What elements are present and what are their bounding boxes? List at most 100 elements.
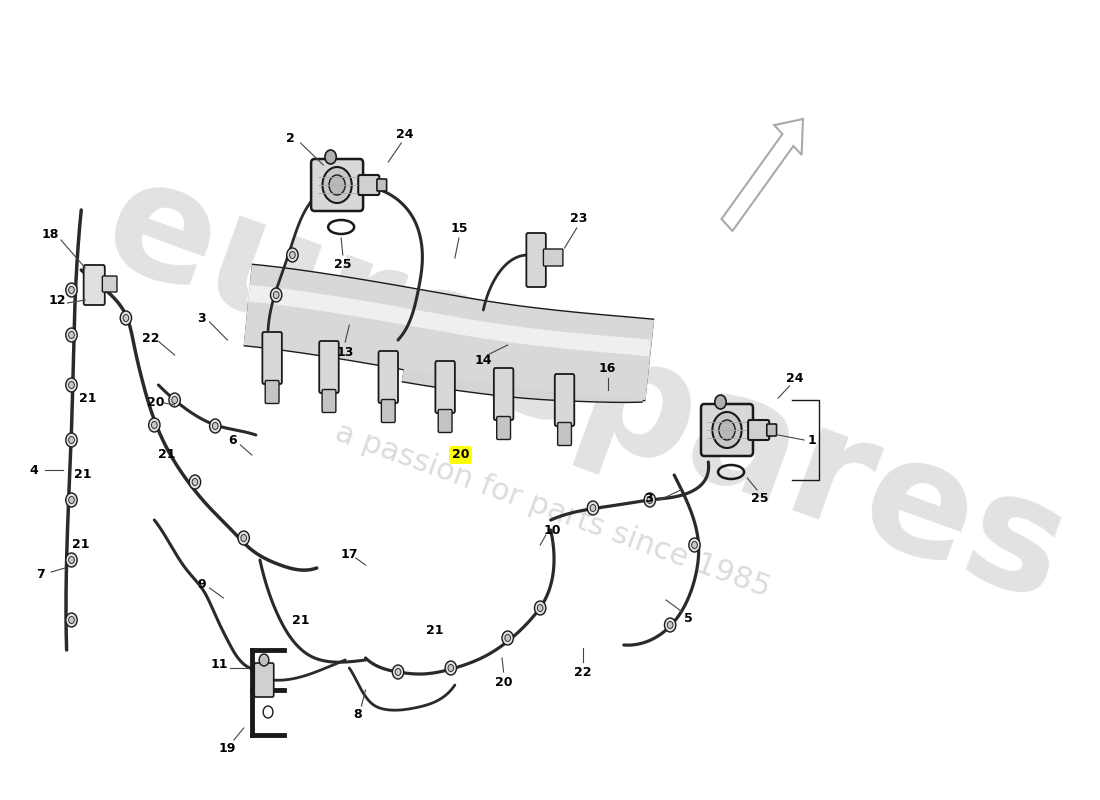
- Circle shape: [446, 661, 456, 675]
- Circle shape: [645, 493, 656, 507]
- Circle shape: [668, 622, 673, 629]
- FancyBboxPatch shape: [265, 381, 279, 403]
- Circle shape: [689, 538, 701, 552]
- Circle shape: [66, 378, 77, 392]
- Circle shape: [148, 418, 159, 432]
- Text: 23: 23: [570, 211, 587, 225]
- Text: 21: 21: [73, 538, 90, 551]
- Circle shape: [68, 617, 75, 623]
- Text: 6: 6: [228, 434, 236, 446]
- Text: 2: 2: [286, 131, 295, 145]
- Circle shape: [68, 286, 75, 294]
- FancyBboxPatch shape: [322, 390, 335, 413]
- Text: 9: 9: [197, 578, 206, 591]
- FancyBboxPatch shape: [494, 368, 514, 420]
- Circle shape: [719, 420, 735, 440]
- Text: 12: 12: [48, 294, 66, 306]
- Circle shape: [260, 654, 268, 666]
- FancyBboxPatch shape: [84, 265, 104, 305]
- Text: 13: 13: [337, 346, 354, 358]
- Circle shape: [241, 534, 246, 542]
- Text: 15: 15: [450, 222, 468, 234]
- Circle shape: [448, 665, 453, 671]
- Text: a passion for parts since 1985: a passion for parts since 1985: [331, 418, 774, 602]
- FancyBboxPatch shape: [311, 159, 363, 211]
- Circle shape: [66, 493, 77, 507]
- Circle shape: [68, 437, 75, 443]
- FancyBboxPatch shape: [263, 332, 282, 384]
- Circle shape: [537, 605, 543, 611]
- Circle shape: [66, 283, 77, 297]
- Circle shape: [395, 669, 400, 675]
- Text: 19: 19: [219, 742, 236, 754]
- Circle shape: [287, 248, 298, 262]
- FancyBboxPatch shape: [701, 404, 754, 456]
- Circle shape: [66, 433, 77, 447]
- FancyBboxPatch shape: [767, 424, 777, 436]
- Circle shape: [66, 613, 77, 627]
- FancyBboxPatch shape: [377, 179, 386, 191]
- FancyBboxPatch shape: [378, 351, 398, 403]
- Text: 18: 18: [42, 229, 59, 242]
- Circle shape: [263, 706, 273, 718]
- Circle shape: [68, 382, 75, 389]
- Circle shape: [210, 419, 221, 433]
- Circle shape: [502, 631, 514, 645]
- Circle shape: [587, 501, 598, 515]
- FancyBboxPatch shape: [436, 361, 455, 413]
- FancyBboxPatch shape: [319, 341, 339, 393]
- Circle shape: [271, 288, 282, 302]
- Text: 14: 14: [474, 354, 492, 366]
- FancyBboxPatch shape: [554, 374, 574, 426]
- Circle shape: [324, 150, 337, 164]
- Circle shape: [289, 251, 295, 258]
- Text: 21: 21: [157, 449, 175, 462]
- Circle shape: [238, 531, 250, 545]
- Text: eurospares: eurospares: [84, 145, 1086, 635]
- Text: 21: 21: [74, 469, 91, 482]
- Text: 25: 25: [750, 491, 768, 505]
- Circle shape: [66, 328, 77, 342]
- Text: 20: 20: [147, 395, 165, 409]
- Circle shape: [212, 422, 218, 430]
- Circle shape: [329, 175, 345, 195]
- Circle shape: [393, 665, 404, 679]
- Text: 20: 20: [495, 675, 513, 689]
- Text: 5: 5: [684, 611, 693, 625]
- Text: 3: 3: [197, 311, 206, 325]
- Circle shape: [192, 478, 198, 486]
- Text: 22: 22: [574, 666, 592, 678]
- Circle shape: [120, 311, 132, 325]
- Text: 22: 22: [142, 331, 160, 345]
- Text: 11: 11: [210, 658, 228, 671]
- Text: 25: 25: [334, 258, 352, 271]
- Text: 21: 21: [79, 391, 97, 405]
- Text: 1: 1: [807, 434, 816, 446]
- FancyBboxPatch shape: [359, 175, 380, 195]
- Text: 16: 16: [598, 362, 616, 374]
- Text: 10: 10: [543, 523, 561, 537]
- Circle shape: [68, 497, 75, 503]
- Circle shape: [505, 634, 510, 642]
- Circle shape: [535, 601, 546, 615]
- FancyBboxPatch shape: [102, 276, 117, 292]
- Circle shape: [123, 314, 129, 322]
- Text: 20: 20: [452, 449, 470, 462]
- Circle shape: [152, 422, 157, 429]
- Text: 24: 24: [785, 371, 803, 385]
- Text: 17: 17: [341, 549, 358, 562]
- FancyBboxPatch shape: [438, 410, 452, 433]
- Text: 21: 21: [292, 614, 309, 626]
- FancyBboxPatch shape: [382, 399, 395, 422]
- Text: 4: 4: [30, 463, 38, 477]
- Text: 8: 8: [353, 709, 362, 722]
- Circle shape: [590, 505, 596, 511]
- FancyArrow shape: [722, 119, 803, 231]
- Circle shape: [263, 664, 273, 676]
- Circle shape: [169, 393, 180, 407]
- Text: 3: 3: [644, 491, 652, 505]
- Circle shape: [66, 553, 77, 567]
- FancyBboxPatch shape: [527, 233, 546, 287]
- FancyBboxPatch shape: [558, 422, 571, 446]
- Circle shape: [273, 291, 279, 298]
